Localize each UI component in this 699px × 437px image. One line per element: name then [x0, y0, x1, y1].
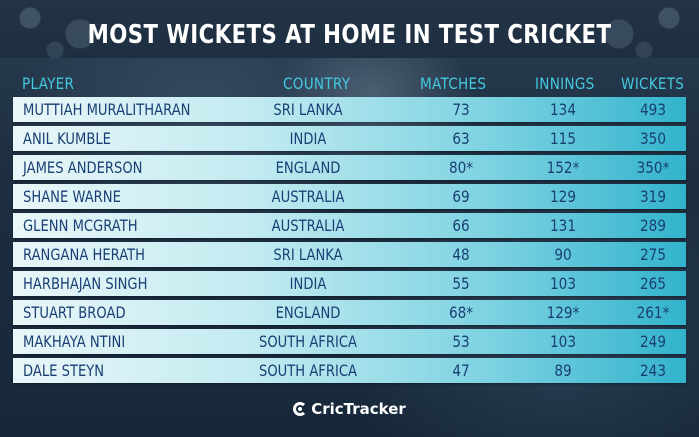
cell-innings: 90 — [554, 245, 572, 264]
table-row: Stuart Broad England 68* 129* 261* — [13, 300, 686, 325]
cell-innings: 129 — [550, 187, 576, 206]
cell-player: Harbhajan Singh — [23, 274, 148, 293]
table-row: Rangana Herath Sri Lanka 48 90 275 — [13, 242, 686, 267]
table-row: James Anderson England 80* 152* 350* — [13, 155, 686, 180]
footer: CricTracker — [0, 400, 699, 424]
cell-wickets: 265 — [640, 274, 666, 293]
crictracker-logo-icon — [293, 402, 308, 416]
cell-innings: 134 — [550, 100, 576, 119]
cell-wickets: 289 — [640, 216, 666, 235]
cell-matches: 48 — [452, 245, 470, 264]
cell-innings: 103 — [550, 274, 576, 293]
cell-country: South Africa — [259, 361, 357, 380]
cell-country: England — [275, 158, 341, 177]
cell-wickets: 243 — [640, 361, 666, 380]
table-row: Harbhajan Singh India 55 103 265 — [13, 271, 686, 296]
table-row: Shane Warne Australia 69 129 319 — [13, 184, 686, 209]
ornament-left — [0, 0, 120, 58]
cell-country: England — [275, 303, 341, 322]
cell-matches: 63 — [452, 129, 470, 148]
title-band — [0, 0, 699, 58]
brand-name: CricTracker — [311, 400, 406, 418]
cell-innings: 131 — [550, 216, 576, 235]
cell-player: Dale Steyn — [23, 361, 105, 380]
cell-matches: 53 — [452, 332, 470, 351]
cell-player: Glenn McGrath — [23, 216, 138, 235]
cell-country: Australia — [271, 187, 345, 206]
cell-country: Australia — [271, 216, 345, 235]
cell-matches: 69 — [452, 187, 470, 206]
cell-matches: 73 — [452, 100, 470, 119]
cell-matches: 80* — [448, 158, 474, 177]
cell-matches: 47 — [452, 361, 470, 380]
cell-innings: 129* — [546, 303, 580, 322]
cell-country: India — [289, 274, 327, 293]
cell-matches: 66 — [452, 216, 470, 235]
cell-player: Makhaya Ntini — [23, 332, 126, 351]
cell-wickets: 350 — [640, 129, 666, 148]
table-row: Muttiah Muralitharan Sri Lanka 73 134 49… — [13, 97, 686, 122]
page-title: Most wickets at home in Test cricket — [87, 20, 612, 50]
header-matches: Matches — [420, 74, 487, 93]
table-row: Makhaya Ntini South Africa 53 103 249 — [13, 329, 686, 354]
cell-innings: 89 — [554, 361, 572, 380]
cell-wickets: 275 — [640, 245, 666, 264]
cell-country: South Africa — [259, 332, 357, 351]
cell-country: Sri Lanka — [273, 100, 343, 119]
cell-matches: 55 — [452, 274, 470, 293]
cell-player: Rangana Herath — [23, 245, 146, 264]
cell-player: James Anderson — [23, 158, 143, 177]
cell-player: Muttiah Muralitharan — [23, 100, 191, 119]
table-header: Player Country Matches Innings Wickets — [0, 74, 699, 98]
table-body: Muttiah Muralitharan Sri Lanka 73 134 49… — [13, 97, 686, 387]
cell-player: Shane Warne — [23, 187, 121, 206]
cell-matches: 68* — [448, 303, 474, 322]
brand-logo: CricTracker — [293, 400, 406, 418]
table-row: Glenn McGrath Australia 66 131 289 — [13, 213, 686, 238]
cell-wickets: 493 — [640, 100, 666, 119]
table-row: Dale Steyn South Africa 47 89 243 — [13, 358, 686, 383]
header-wickets: Wickets — [621, 74, 685, 93]
cell-innings: 115 — [550, 129, 576, 148]
cell-wickets: 261* — [636, 303, 670, 322]
cell-player: Anil Kumble — [23, 129, 111, 148]
cell-wickets: 319 — [640, 187, 666, 206]
header-innings: Innings — [535, 74, 595, 93]
cell-wickets: 249 — [640, 332, 666, 351]
cell-innings: 103 — [550, 332, 576, 351]
table-row: Anil Kumble India 63 115 350 — [13, 126, 686, 151]
cell-innings: 152* — [546, 158, 580, 177]
cell-country: Sri Lanka — [273, 245, 343, 264]
cell-country: India — [289, 129, 327, 148]
header-player: Player — [22, 74, 75, 93]
cell-player: Stuart Broad — [23, 303, 126, 322]
header-country: Country — [283, 74, 351, 93]
cell-wickets: 350* — [636, 158, 670, 177]
